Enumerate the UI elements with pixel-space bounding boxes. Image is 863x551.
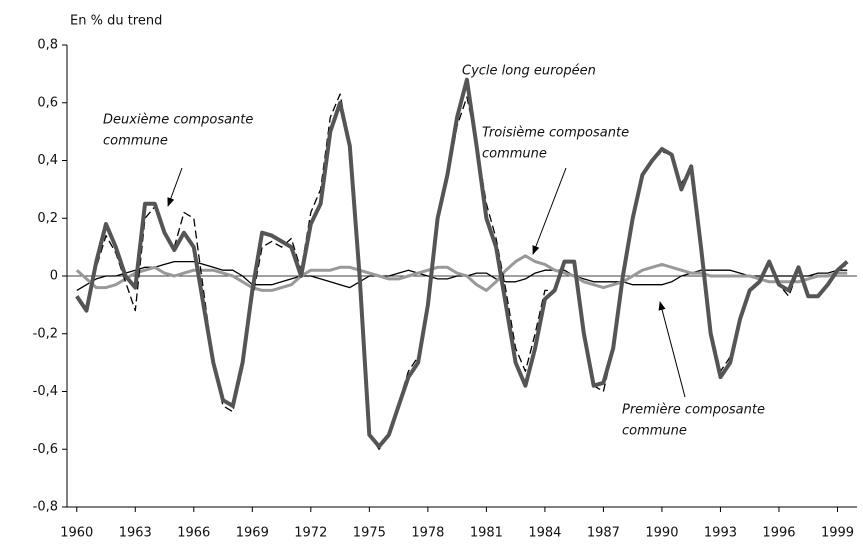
series-line [75,77,849,449]
x-tick-label: 1996 [762,526,795,541]
annotation-arrow [167,167,183,207]
annotation-arrow [658,301,686,398]
y-tick-label: -0,4 [33,384,58,399]
x-tick-label: 1972 [294,526,327,541]
annotation: commune [482,147,547,162]
x-tick-label: 1969 [236,526,269,541]
annotation: Troisième composante [482,126,629,141]
axis-title: En % du trend [70,14,162,29]
y-tick-label: 0,8 [37,38,58,53]
x-tick-label: 1975 [353,526,386,541]
x-tick-label: 1984 [528,526,561,541]
x-tick-label: 1999 [821,526,854,541]
y-tick-label: 0,6 [37,95,58,110]
x-tick-label: 1990 [645,526,678,541]
y-tick-label: -0,6 [33,442,58,457]
y-tick-label: 0 [50,269,58,284]
y-tick-label: 0,2 [37,211,58,226]
x-tick-label: 1981 [470,526,503,541]
annotation: commune [622,424,687,439]
x-tick-label: 1963 [119,526,152,541]
x-tick-label: 1960 [60,526,93,541]
annotation-arrow [532,167,567,255]
annotation: Cycle long européen [462,64,596,79]
annotation: Première composante [622,403,765,418]
annotation: commune [103,134,168,149]
y-tick-label: -0,8 [33,500,58,515]
y-tick-label: 0,4 [37,153,58,168]
x-tick-label: 1987 [587,526,620,541]
x-tick-label: 1993 [704,526,737,541]
x-tick-label: 1966 [177,526,210,541]
y-tick-label: -0,2 [33,326,58,341]
annotation: Deuxième composante [103,113,253,128]
x-tick-label: 1978 [411,526,444,541]
series-line [75,254,848,292]
